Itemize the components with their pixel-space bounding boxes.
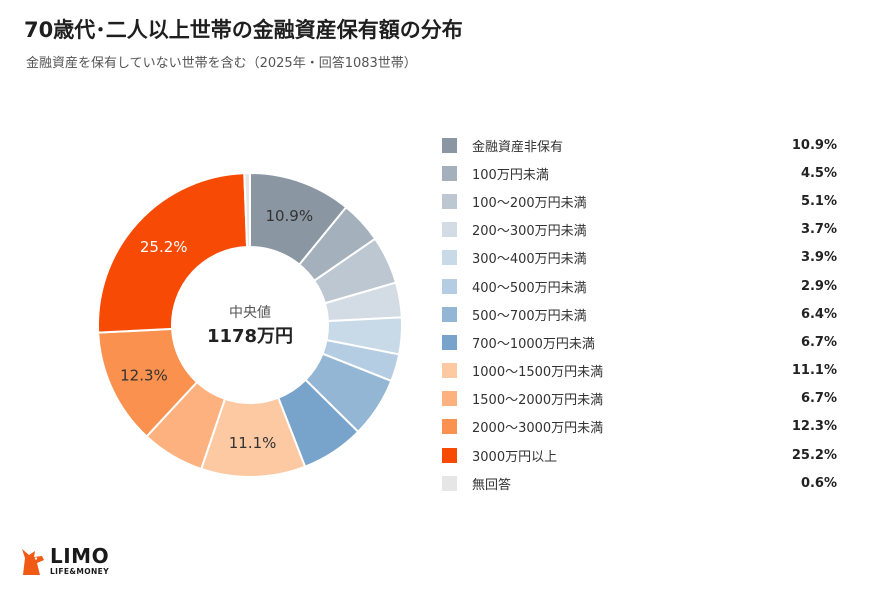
legend-label: 2000〜3000万円未満: [472, 421, 604, 437]
legend-value: 10.9%: [791, 137, 837, 153]
median-label: 中央値: [229, 305, 271, 321]
legend-item: 金融資産非保有 10.9%: [442, 131, 837, 159]
legend-item: 100万円未満 4.5%: [442, 159, 837, 187]
legend-value: 5.1%: [800, 193, 837, 209]
chart-subtitle: 金融資産を保有していない世帯を含む（2025年・回答1083世帯）: [26, 56, 417, 71]
legend-swatch: [442, 391, 457, 407]
legend-label: 300〜400万円未満: [472, 252, 587, 268]
legend-label: 金融資産非保有: [472, 139, 564, 155]
legend-label: 400〜500万円未満: [472, 280, 587, 296]
legend-value: 3.9%: [800, 250, 837, 266]
legend-value: 12.3%: [791, 419, 837, 435]
legend-swatch: [442, 250, 457, 266]
legend-label: 500〜700万円未満: [472, 308, 587, 324]
legend-item: 700〜1000万円未満 6.7%: [442, 328, 837, 356]
legend-item: 300〜400万円未満 3.9%: [442, 244, 837, 272]
donut-slice: [243, 171, 251, 249]
fox-logo-icon: [22, 549, 44, 575]
legend-item: 1000〜1500万円未満 11.1%: [442, 357, 837, 385]
legend-value: 6.7%: [800, 391, 837, 407]
legend-item: 3000万円以上 25.2%: [442, 441, 837, 469]
median-value: 1178万円: [207, 326, 293, 347]
donut-slice: [97, 172, 249, 334]
slice-value-label: 11.1%: [229, 434, 277, 452]
limo-logo: LIMO LIFE&MONEY: [20, 546, 109, 576]
slice-value-label: 25.2%: [140, 238, 188, 256]
legend-label: 700〜1000万円未満: [472, 336, 595, 352]
legend-value: 0.6%: [800, 475, 837, 491]
legend-swatch: [442, 363, 457, 379]
legend-swatch: [442, 222, 457, 238]
donut-chart: 10.9% 11.1% 12.3% 25.2% 中央値 1178万円: [97, 171, 403, 478]
legend-item: 2000〜3000万円未満 12.3%: [442, 413, 837, 441]
chart-legend: 金融資産非保有 10.9% 100万円未満 4.5% 100〜200万円未満 5.1% 20…: [442, 131, 837, 497]
legend-label: 200〜300万円未満: [472, 224, 587, 240]
legend-swatch: [442, 475, 457, 491]
legend-swatch: [442, 278, 457, 294]
legend-swatch: [442, 306, 457, 322]
legend-value: 2.9%: [800, 278, 837, 294]
legend-swatch: [442, 334, 457, 350]
legend-value: 4.5%: [800, 165, 837, 181]
legend-label: 1500〜2000万円未満: [472, 393, 604, 409]
slice-value-label: 12.3%: [120, 366, 168, 384]
legend-value: 6.7%: [800, 334, 837, 350]
legend-item: 100〜200万円未満 5.1%: [442, 187, 837, 215]
logo-wordmark: LIMO: [50, 544, 110, 568]
legend-item: 1500〜2000万円未満 6.7%: [442, 385, 837, 413]
legend-swatch: [442, 165, 457, 181]
legend-label: 100万円未満: [472, 167, 549, 183]
slice-value-label: 10.9%: [265, 207, 313, 225]
chart-title: 70歳代･二人以上世帯の金融資産保有額の分布: [24, 18, 463, 42]
legend-swatch: [442, 193, 457, 209]
legend-label: 3000万円以上: [472, 449, 558, 465]
legend-item: 400〜500万円未満 2.9%: [442, 272, 837, 300]
donut-slices: [97, 171, 403, 478]
logo-tagline: LIFE&MONEY: [50, 567, 110, 576]
legend-label: 無回答: [472, 477, 512, 493]
legend-swatch: [442, 419, 457, 435]
legend-label: 1000〜1500万円未満: [472, 365, 604, 381]
legend-value: 25.2%: [791, 447, 837, 463]
legend-item: 200〜300万円未満 3.7%: [442, 216, 837, 244]
legend-item: 500〜700万円未満 6.4%: [442, 300, 837, 328]
legend-item: 無回答 0.6%: [442, 469, 837, 497]
legend-label: 100〜200万円未満: [472, 195, 587, 211]
legend-value: 6.4%: [800, 306, 837, 322]
donut-slice-labels: 10.9% 11.1% 12.3% 25.2%: [120, 207, 313, 452]
legend-swatch: [442, 137, 457, 153]
legend-swatch: [442, 447, 457, 463]
legend-value: 3.7%: [800, 222, 837, 238]
legend-value: 11.1%: [791, 363, 837, 379]
